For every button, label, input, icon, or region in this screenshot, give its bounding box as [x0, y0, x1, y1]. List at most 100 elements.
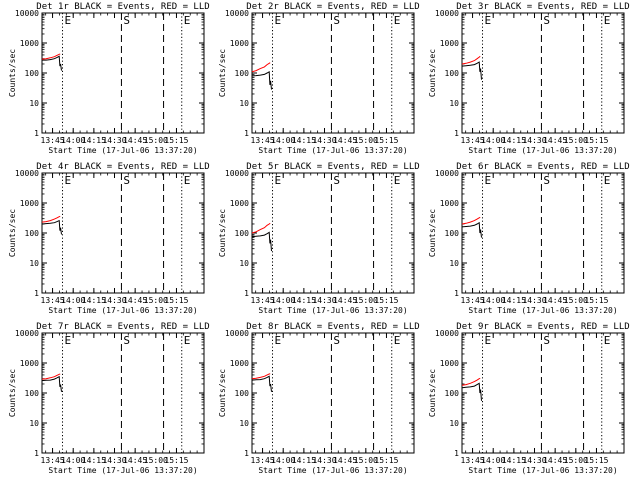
x-axis-label: Start Time (17-Jul-06 13:37:20) [258, 306, 407, 315]
saa-label: S [543, 334, 550, 347]
x-tick-label: 14:15 [292, 456, 316, 465]
x-tick-label: 13:45 [251, 296, 275, 305]
y-tick-label: 100 [445, 229, 460, 238]
events-series-line [461, 61, 482, 80]
x-tick-label: 13:45 [41, 456, 65, 465]
eclipse-start-label: E [65, 174, 72, 187]
x-tick-label: 14:00 [481, 136, 505, 145]
x-tick-label: 14:45 [543, 136, 567, 145]
x-tick-label: 13:45 [461, 136, 485, 145]
eclipse-end-label: E [394, 14, 401, 27]
y-tick-label: 10000 [15, 169, 39, 178]
x-tick-label: 14:45 [333, 296, 357, 305]
x-tick-label: 15:00 [354, 296, 378, 305]
panel-title: Det 2r BLACK = Events, RED = LLD [246, 2, 419, 12]
x-tick-label: 15:00 [144, 456, 168, 465]
events-series-line [461, 221, 482, 238]
eclipse-end-label: E [604, 14, 611, 27]
x-tick-label: 14:45 [123, 136, 147, 145]
y-tick-label: 1000 [440, 39, 459, 48]
y-tick-label: 1 [34, 129, 39, 138]
y-axis-label: Counts/sec [428, 209, 437, 257]
y-tick-label: 100 [25, 229, 40, 238]
saa-label: S [543, 174, 550, 187]
saa-label: S [123, 174, 130, 187]
x-tick-label: 14:45 [543, 296, 567, 305]
x-axis-label: Start Time (17-Jul-06 13:37:20) [258, 466, 407, 475]
y-tick-label: 10 [449, 99, 459, 108]
x-tick-label: 13:45 [461, 456, 485, 465]
y-tick-label: 1 [244, 129, 249, 138]
y-tick-label: 10 [29, 99, 39, 108]
x-axis-label: Start Time (17-Jul-06 13:37:20) [468, 306, 617, 315]
y-tick-label: 10000 [435, 329, 459, 338]
detector-panel: Det 6r BLACK = Events, RED = LLD 1 10 100 10… [428, 162, 630, 315]
detector-panel: Det 5r BLACK = Events, RED = LLD 1 10 100 10… [218, 162, 420, 315]
y-tick-label: 10 [239, 419, 249, 428]
y-tick-label: 10 [29, 259, 39, 268]
eclipse-start-label: E [275, 174, 282, 187]
x-tick-label: 14:45 [333, 136, 357, 145]
y-axis-label: Counts/sec [428, 369, 437, 417]
y-tick-label: 100 [235, 229, 250, 238]
x-tick-label: 14:00 [271, 296, 295, 305]
x-tick-label: 14:15 [82, 456, 106, 465]
y-tick-label: 1 [244, 289, 249, 298]
detector-panel: Det 8r BLACK = Events, RED = LLD 1 10 100 10… [218, 322, 420, 475]
lld-series-line [461, 377, 481, 386]
lld-series-line [41, 53, 61, 60]
x-tick-label: 14:30 [102, 456, 126, 465]
panel-title: Det 3r BLACK = Events, RED = LLD [456, 2, 629, 12]
events-series-line [42, 55, 62, 71]
x-tick-label: 14:45 [123, 456, 147, 465]
y-tick-label: 100 [235, 389, 250, 398]
x-tick-label: 14:15 [82, 296, 106, 305]
eclipse-start-label: E [65, 14, 72, 27]
y-tick-label: 1000 [20, 359, 39, 368]
y-tick-label: 100 [25, 69, 40, 78]
detector-panel: Det 2r BLACK = Events, RED = LLD 1 10 100 10… [218, 2, 420, 155]
y-axis-label: Counts/sec [218, 209, 227, 257]
x-tick-label: 14:00 [61, 456, 85, 465]
y-axis-label: Counts/sec [8, 369, 17, 417]
x-axis-label: Start Time (17-Jul-06 13:37:20) [48, 306, 197, 315]
lld-series-line [461, 55, 481, 65]
x-tick-label: 14:15 [502, 296, 526, 305]
x-axis-label: Start Time (17-Jul-06 13:37:20) [468, 146, 617, 155]
y-axis-label: Counts/sec [218, 49, 227, 97]
x-tick-label: 14:00 [61, 136, 85, 145]
saa-label: S [333, 14, 340, 27]
x-tick-label: 13:45 [251, 456, 275, 465]
x-tick-label: 15:15 [164, 456, 188, 465]
saa-label: S [543, 14, 550, 27]
y-tick-label: 10000 [225, 169, 249, 178]
y-tick-label: 1 [454, 449, 459, 458]
x-tick-label: 15:15 [374, 296, 398, 305]
y-axis-label: Counts/sec [428, 49, 437, 97]
detector-panel: Det 4r BLACK = Events, RED = LLD 1 10 100 10… [8, 162, 210, 315]
y-tick-label: 10 [449, 419, 459, 428]
y-tick-label: 1 [454, 289, 459, 298]
x-tick-label: 15:15 [374, 456, 398, 465]
y-tick-label: 10000 [435, 169, 459, 178]
panel-title: Det 6r BLACK = Events, RED = LLD [456, 162, 629, 172]
saa-label: S [123, 14, 130, 27]
saa-label: S [333, 174, 340, 187]
x-tick-label: 15:00 [564, 456, 588, 465]
x-tick-label: 13:45 [251, 136, 275, 145]
events-series-line [251, 70, 272, 90]
x-tick-label: 14:15 [502, 136, 526, 145]
saa-label: S [123, 334, 130, 347]
y-tick-label: 1 [34, 289, 39, 298]
x-tick-label: 15:00 [354, 456, 378, 465]
eclipse-end-label: E [184, 334, 191, 347]
x-tick-label: 15:15 [164, 136, 188, 145]
y-tick-label: 10000 [15, 9, 39, 18]
x-tick-label: 15:00 [144, 296, 168, 305]
x-tick-label: 13:45 [41, 296, 65, 305]
y-tick-label: 100 [25, 389, 40, 398]
eclipse-end-label: E [394, 174, 401, 187]
y-tick-label: 1 [244, 449, 249, 458]
panel-title: Det 5r BLACK = Events, RED = LLD [246, 162, 419, 172]
